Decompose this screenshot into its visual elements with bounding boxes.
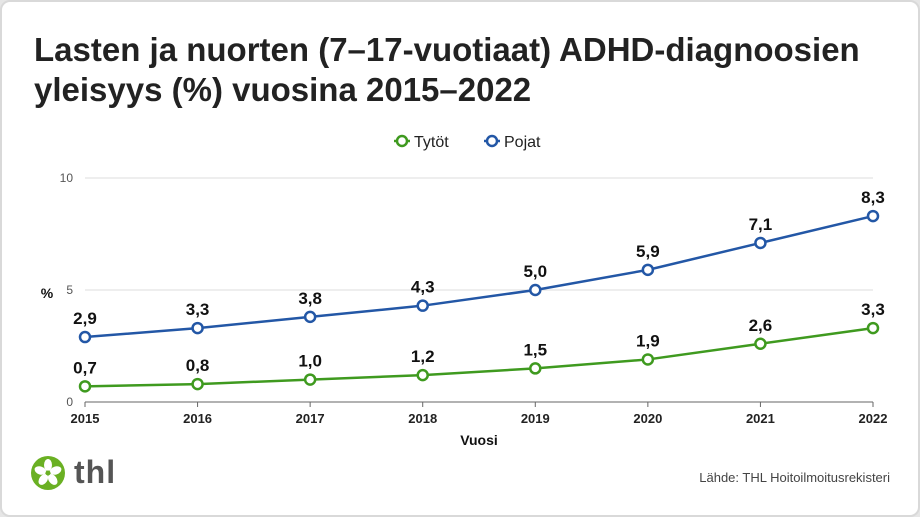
legend-label: Tytöt bbox=[414, 134, 449, 151]
data-label: 0,7 bbox=[73, 358, 97, 377]
data-label: 1,0 bbox=[298, 352, 322, 371]
x-tick-label: 2016 bbox=[183, 411, 212, 426]
data-point bbox=[529, 362, 542, 375]
data-label: 3,3 bbox=[861, 300, 885, 319]
data-label: 2,6 bbox=[749, 316, 773, 335]
data-label: 7,1 bbox=[749, 215, 773, 234]
data-point bbox=[416, 368, 429, 382]
data-label: 4,3 bbox=[411, 278, 435, 297]
source-note: Lähde: THL Hoitoilmoitusrekisteri bbox=[699, 470, 890, 485]
y-tick-label: 10 bbox=[60, 171, 74, 185]
data-point bbox=[191, 377, 204, 391]
legend-marker bbox=[485, 134, 499, 148]
data-point bbox=[303, 310, 317, 324]
data-label: 1,2 bbox=[411, 347, 435, 366]
data-point bbox=[78, 330, 92, 344]
series-line bbox=[84, 326, 874, 388]
legend-label: Pojat bbox=[504, 134, 541, 151]
x-tick-label: 2015 bbox=[71, 411, 100, 426]
logo-text: thl bbox=[74, 454, 117, 490]
data-point bbox=[754, 337, 767, 351]
data-point bbox=[866, 209, 880, 223]
x-axis-label: Vuosi bbox=[460, 432, 498, 448]
data-point bbox=[754, 236, 767, 250]
data-point bbox=[641, 263, 655, 277]
x-tick-label: 2020 bbox=[633, 411, 662, 426]
x-tick-label: 2021 bbox=[746, 411, 775, 426]
data-label: 5,0 bbox=[523, 262, 547, 281]
data-label: 2,9 bbox=[73, 309, 97, 328]
x-tick-label: 2018 bbox=[408, 411, 437, 426]
legend-marker bbox=[395, 134, 409, 148]
data-point bbox=[529, 283, 542, 297]
data-point bbox=[191, 321, 204, 335]
y-tick-label: 5 bbox=[66, 283, 73, 297]
y-tick-label: 0 bbox=[66, 395, 73, 409]
data-label: 1,9 bbox=[636, 331, 660, 350]
y-axis-label: % bbox=[41, 285, 54, 301]
data-label: 3,8 bbox=[298, 289, 322, 308]
data-label: 8,3 bbox=[861, 188, 885, 207]
data-point bbox=[303, 373, 317, 386]
x-tick-label: 2022 bbox=[859, 411, 888, 426]
flower-icon bbox=[31, 455, 65, 490]
thl-logo: thl bbox=[30, 454, 116, 491]
data-label: 3,3 bbox=[186, 300, 210, 319]
x-tick-label: 2017 bbox=[296, 411, 325, 426]
data-label: 5,9 bbox=[636, 242, 660, 261]
series-line bbox=[84, 214, 874, 339]
data-point bbox=[78, 380, 92, 393]
data-label: 1,5 bbox=[523, 340, 547, 359]
data-point bbox=[866, 321, 880, 335]
data-label: 0,8 bbox=[186, 356, 210, 375]
data-point bbox=[416, 299, 429, 312]
chart-title: Lasten ja nuorten (7–17-vuotiaat) ADHD-d… bbox=[34, 31, 860, 108]
data-point bbox=[641, 353, 655, 366]
x-tick-label: 2019 bbox=[521, 411, 550, 426]
